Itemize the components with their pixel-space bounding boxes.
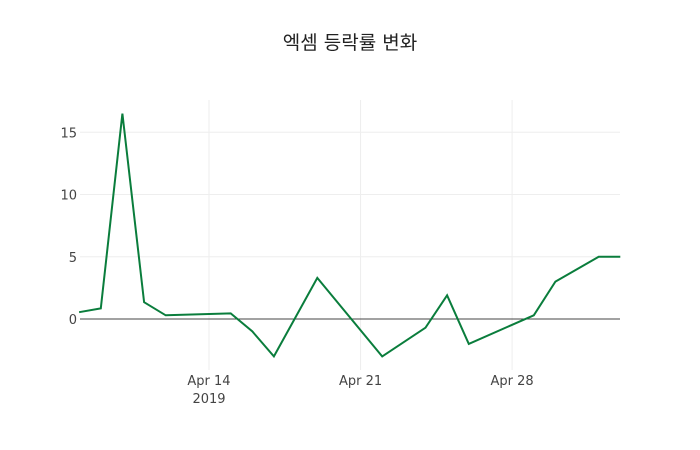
y-tick-label: 15 <box>60 126 77 141</box>
y-tick-label: 0 <box>69 313 77 328</box>
data-line <box>78 113 621 359</box>
gridlines <box>80 100 620 370</box>
x-tick-label: Apr 14 <box>187 374 230 389</box>
x-tick-label: Apr 21 <box>339 374 382 389</box>
y-axis-ticks: 0 5 10 15 <box>60 126 77 328</box>
x-tick-label: Apr 28 <box>491 374 534 389</box>
x-axis-ticks: Apr 14 2019 Apr 21 Apr 28 <box>187 374 533 407</box>
y-tick-label: 5 <box>69 251 77 266</box>
y-tick-label: 10 <box>60 189 77 204</box>
x-tick-year-label: 2019 <box>192 392 225 407</box>
chart-title: 엑셈 등락률 변화 <box>282 32 418 54</box>
